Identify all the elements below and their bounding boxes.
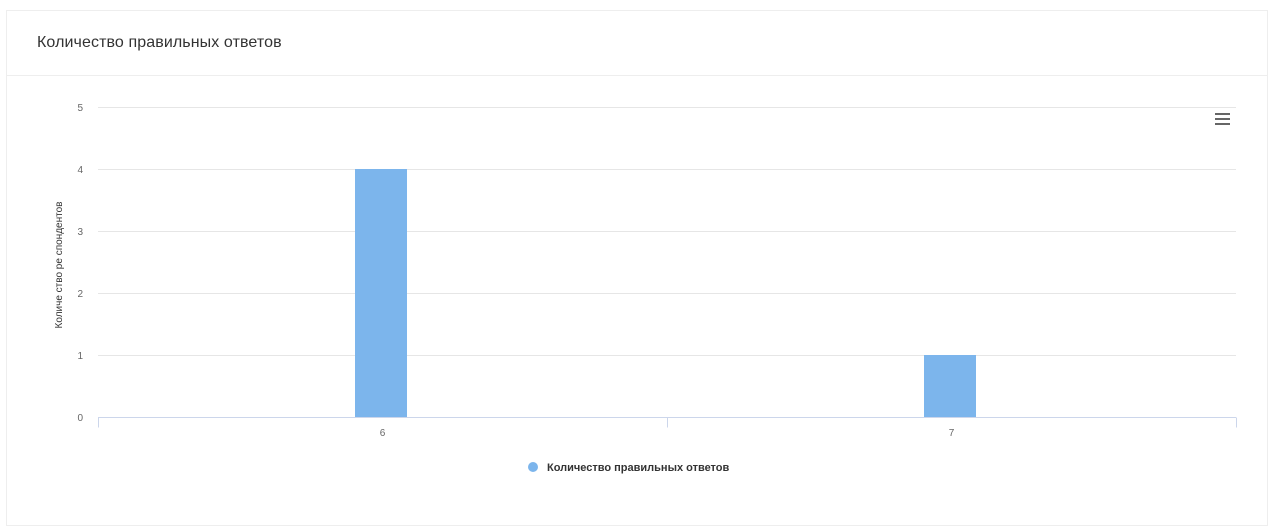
legend[interactable]: Количество правильных ответов — [528, 462, 730, 474]
bar-6[interactable] — [355, 169, 407, 417]
y-tick-label: 0 — [77, 413, 83, 424]
y-tick-label: 5 — [77, 103, 83, 114]
grid-lines — [98, 107, 1236, 356]
panel-title: Количество правильных ответов — [37, 34, 282, 51]
legend-label: Количество правильных ответов — [547, 462, 730, 474]
chart-panel: Количество правильных ответов — [6, 10, 1268, 526]
x-axis — [98, 417, 1237, 428]
panel-header: Количество правильных ответов — [7, 11, 1267, 76]
bar-7[interactable] — [924, 355, 976, 417]
bars[interactable] — [355, 169, 976, 417]
y-tick-label: 2 — [77, 289, 83, 300]
x-tick-label: 7 — [949, 428, 955, 439]
y-tick-labels: 0 1 2 3 4 5 — [77, 103, 83, 424]
x-tick-label: 6 — [380, 428, 386, 439]
legend-marker — [528, 462, 538, 472]
y-axis-title: Количе ство ре спондентов — [54, 202, 65, 329]
y-tick-label: 1 — [77, 351, 83, 362]
y-tick-label: 3 — [77, 227, 83, 238]
chart-menu-button[interactable] — [1208, 106, 1236, 132]
y-tick-label: 4 — [77, 165, 83, 176]
